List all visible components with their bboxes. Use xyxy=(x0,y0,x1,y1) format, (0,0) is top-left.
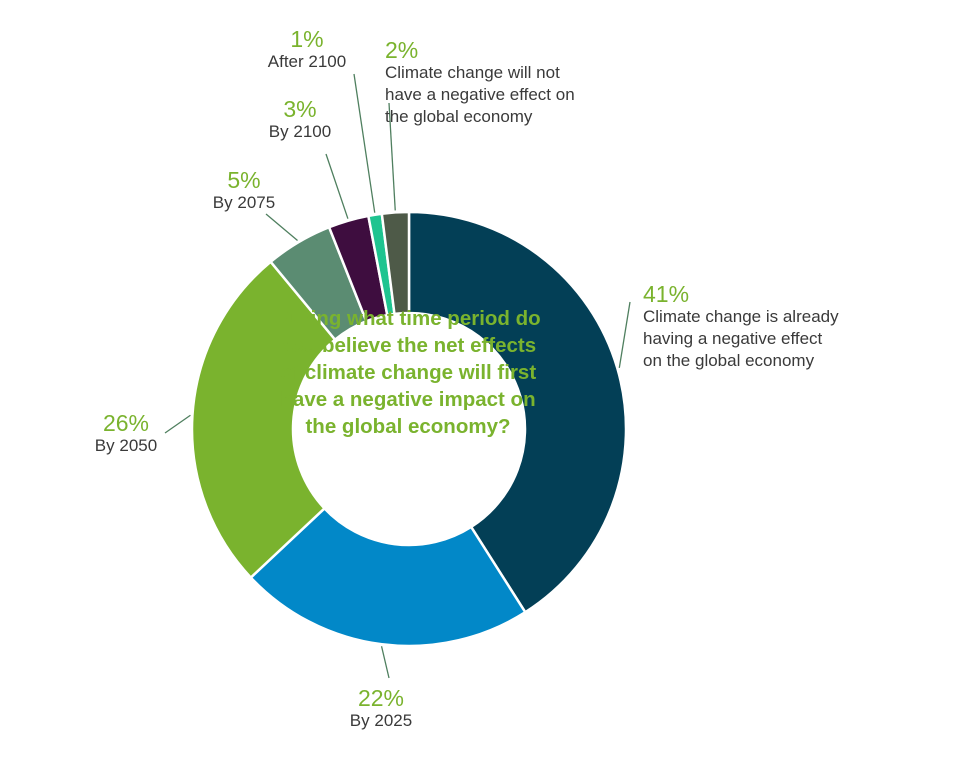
slice-2 xyxy=(249,506,527,648)
leader-line-2 xyxy=(380,646,390,679)
slice-3 xyxy=(190,260,337,580)
leader-line-5 xyxy=(325,153,349,219)
slice-category-label-4: By 2075 xyxy=(213,193,275,212)
slice-value-label-5: 3% xyxy=(283,96,316,122)
slice-7 xyxy=(380,210,411,316)
leader-line-6 xyxy=(353,73,376,213)
leader-line-7 xyxy=(388,102,396,211)
leader-line-4 xyxy=(265,213,298,241)
slice-category-label-1: Climate change is already having a negat… xyxy=(643,307,843,370)
slice-category-label-2: By 2025 xyxy=(350,711,412,730)
slice-labels: 41%Climate change is already having a ne… xyxy=(95,26,844,730)
slice-1 xyxy=(407,210,628,614)
slice-value-label-7: 2% xyxy=(385,37,418,63)
slice-category-label-6: After 2100 xyxy=(268,52,346,71)
slice-value-label-4: 5% xyxy=(227,167,260,193)
slice-value-label-6: 1% xyxy=(290,26,323,52)
slice-value-label-3: 26% xyxy=(103,410,149,436)
leader-lines xyxy=(164,73,631,679)
slice-category-label-3: By 2050 xyxy=(95,436,157,455)
slice-category-label-5: By 2100 xyxy=(269,122,331,141)
leader-line-1 xyxy=(618,301,631,369)
slice-category-label-7: Climate change will not have a negative … xyxy=(385,63,579,126)
slice-value-label-1: 41% xyxy=(643,281,689,307)
donut-slices xyxy=(190,210,628,648)
chart-title: During what time period do you believe t… xyxy=(275,307,541,438)
leader-line-3 xyxy=(164,414,191,434)
slice-value-label-2: 22% xyxy=(358,685,404,711)
